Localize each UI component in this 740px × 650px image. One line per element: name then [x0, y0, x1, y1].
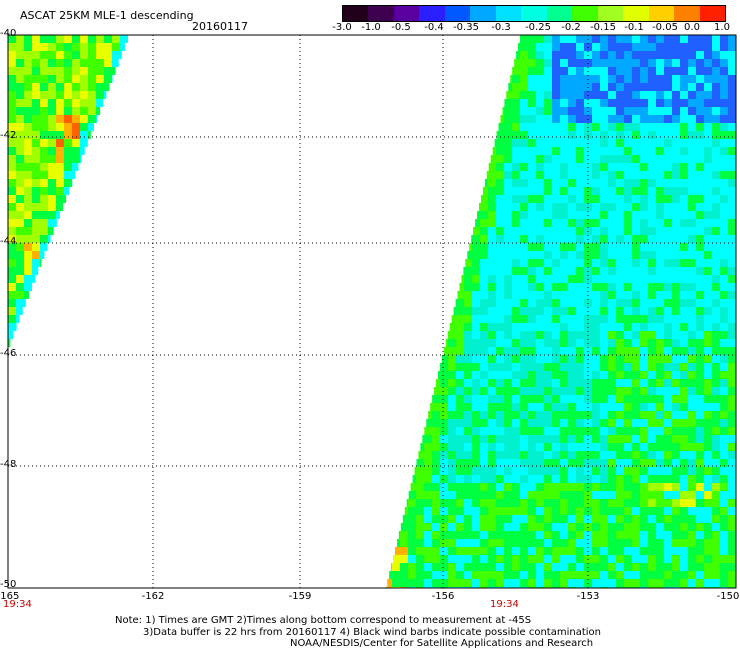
- time-label-left: 19:34: [3, 599, 32, 610]
- colorbar-segment: [648, 6, 675, 21]
- lon-label: -156: [431, 591, 455, 602]
- colorbar-tick-label: -0.1: [624, 22, 644, 33]
- colorbar-segment: [393, 6, 420, 21]
- colorbar-tick-label: -0.25: [525, 22, 551, 33]
- colorbar-tick-label: -0.15: [590, 22, 616, 33]
- colorbar-tick-label: -0.3: [491, 22, 511, 33]
- colorbar-tick-label: -0.2: [561, 22, 581, 33]
- gridlines: [8, 35, 736, 588]
- lat-label: -42: [0, 130, 17, 141]
- colorbar-segment: [521, 6, 547, 21]
- colorbar-tick-label: -0.35: [453, 22, 479, 33]
- lat-label: -40: [0, 28, 17, 39]
- footer-note-2: 3)Data buffer is 22 hrs from 20160117 4)…: [143, 627, 601, 638]
- colorbar-tick-label: -3.0: [332, 22, 352, 33]
- colorbar-tick-label: -0.4: [424, 22, 444, 33]
- footer-note-3: NOAA/NESDIS/Center for Satellite Applica…: [290, 638, 594, 649]
- colorbar-tick-label: 0.0: [684, 22, 700, 33]
- lat-label: -48: [0, 459, 17, 470]
- colorbar-tick-label: -1.0: [361, 22, 381, 33]
- map-date: 20160117: [192, 20, 248, 33]
- colorbar-segment: [495, 6, 522, 21]
- colorbar-segment: [674, 6, 700, 21]
- colorbar-segment: [623, 6, 649, 21]
- colorbar-segment: [444, 6, 471, 21]
- colorbar-segment: [368, 6, 394, 21]
- lon-label: -150: [716, 591, 740, 602]
- colorbar: [342, 5, 726, 22]
- colorbar-segment: [699, 6, 726, 21]
- colorbar-tick-label: 1.0: [714, 22, 730, 33]
- map-frame: [7, 34, 737, 589]
- lat-label: -44: [0, 236, 17, 247]
- swath-left: [8, 35, 128, 347]
- colorbar-segment: [597, 6, 624, 21]
- lon-label: -165: [0, 591, 20, 602]
- colorbar-tick-label: -0.05: [652, 22, 678, 33]
- colorbar-segment: [470, 6, 496, 21]
- lat-label: -50: [0, 579, 17, 590]
- colorbar-segment: [419, 6, 445, 21]
- lon-label: -153: [576, 591, 600, 602]
- lon-label: -162: [141, 591, 165, 602]
- lon-label: -159: [288, 591, 312, 602]
- colorbar-ticks: -3.0 -1.0 -0.5 -0.4 -0.35 -0.3 -0.25 -0.2 -0.15-…: [0, 22, 740, 36]
- colorbar-segment: [572, 6, 598, 21]
- swath-right: [385, 35, 736, 588]
- colorbar-segment: [546, 6, 573, 21]
- lat-label: -46: [0, 348, 17, 359]
- colorbar-tick-label: -0.5: [391, 22, 411, 33]
- map-title: ASCAT 25KM MLE-1 descending: [20, 9, 194, 22]
- footer-note-1: Note: 1) Times are GMT 2)Times along bot…: [115, 615, 532, 626]
- colorbar-segment: [343, 6, 369, 21]
- time-label-right: 19:34: [490, 599, 519, 610]
